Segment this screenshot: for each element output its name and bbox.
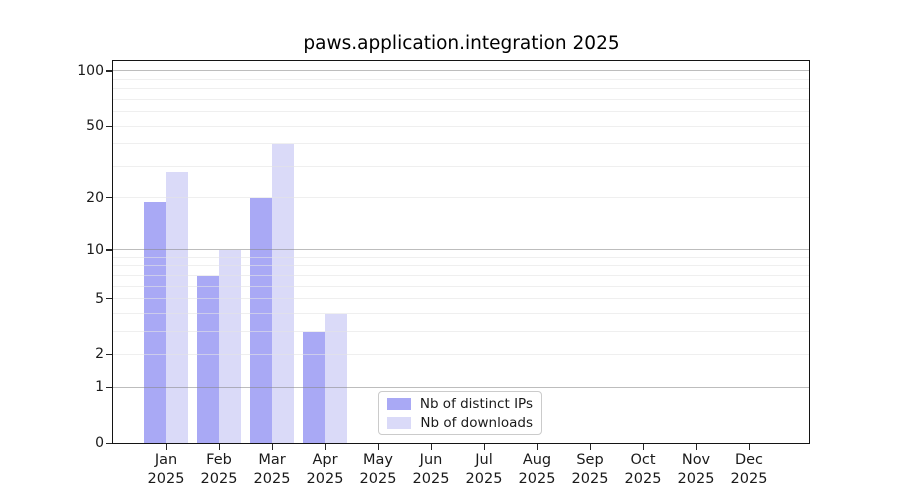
y-tick-mark	[106, 442, 112, 444]
bar-mar-downloads	[271, 144, 294, 443]
legend-entry-distinct-ips: Nb of distinct IPs	[387, 396, 533, 412]
legend-label-distinct-ips: Nb of distinct IPs	[419, 395, 533, 412]
x-tick-label-oct: Oct 2025	[624, 452, 662, 487]
gridline-8	[113, 265, 809, 267]
gridline-20	[113, 197, 809, 199]
x-tick-label-jul: Jul 2025	[465, 452, 503, 487]
gridline-1	[113, 386, 809, 388]
x-tick-mark	[430, 444, 432, 450]
y-tick-label-50: 50	[86, 118, 104, 135]
chart-title: paws.application.integration 2025	[303, 33, 620, 54]
gridline-60	[113, 111, 809, 113]
x-tick-mark	[218, 444, 220, 450]
x-tick-label-jun: Jun 2025	[412, 452, 450, 487]
y-tick-label-0: 0	[95, 435, 104, 451]
bar-feb-distinct-ips	[196, 275, 219, 443]
gridline-50	[113, 125, 809, 127]
gridline-2	[113, 353, 809, 355]
x-tick-label-mar: Mar 2025	[253, 452, 291, 487]
legend-swatch-downloads	[387, 416, 412, 429]
gridline-7	[113, 274, 809, 276]
x-tick-label-apr: Apr 2025	[306, 452, 344, 487]
y-tick-label-100: 100	[77, 62, 104, 79]
gridline-90	[113, 78, 809, 80]
gridline-70	[113, 98, 809, 100]
x-tick-mark	[642, 444, 644, 450]
y-tick-mark	[106, 298, 112, 300]
plot-area	[112, 60, 810, 444]
gridline-80	[113, 88, 809, 90]
gridline-6	[113, 285, 809, 287]
gridline-30	[113, 165, 809, 167]
x-tick-mark	[165, 444, 167, 450]
x-tick-mark	[695, 444, 697, 450]
gridline-9	[113, 256, 809, 258]
y-tick-mark	[106, 386, 112, 388]
legend-entry-downloads: Nb of downloads	[387, 415, 533, 431]
y-tick-label-5: 5	[95, 290, 104, 307]
bar-apr-downloads	[324, 313, 347, 443]
legend-label-downloads: Nb of downloads	[420, 414, 533, 431]
legend-swatch-distinct-ips	[387, 397, 411, 410]
x-tick-mark	[271, 444, 273, 450]
x-tick-mark	[589, 444, 591, 450]
bar-feb-downloads	[218, 250, 241, 443]
bar-jan-downloads	[165, 172, 188, 443]
y-tick-mark	[106, 197, 112, 199]
plot-inner	[113, 61, 809, 443]
y-tick-label-20: 20	[86, 189, 104, 206]
legend: Nb of distinct IPs Nb of downloads	[378, 391, 542, 435]
x-tick-label-sep: Sep 2025	[571, 452, 609, 487]
y-tick-mark	[106, 249, 112, 251]
y-tick-label-2: 2	[95, 346, 104, 363]
x-tick-mark	[483, 444, 485, 450]
x-tick-label-dec: Dec 2025	[730, 452, 768, 487]
y-tick-mark	[106, 353, 112, 356]
x-tick-mark	[377, 444, 379, 450]
x-tick-label-feb: Feb 2025	[200, 452, 238, 487]
x-tick-label-nov: Nov 2025	[677, 452, 715, 487]
gridline-100	[113, 70, 809, 72]
x-tick-label-may: May 2025	[359, 452, 397, 487]
gridline-5	[113, 298, 809, 300]
gridline-10	[113, 249, 809, 251]
gridline-40	[113, 143, 809, 145]
x-tick-mark	[324, 444, 326, 450]
y-tick-mark	[106, 125, 112, 127]
x-tick-label-aug: Aug 2025	[518, 452, 556, 487]
y-tick-label-10: 10	[86, 241, 104, 258]
gridline-4	[113, 312, 809, 314]
x-tick-mark	[748, 444, 750, 450]
gridline-3	[113, 330, 809, 332]
y-tick-label-1: 1	[95, 379, 104, 396]
x-tick-label-jan: Jan 2025	[147, 452, 185, 487]
x-tick-mark	[536, 444, 538, 450]
bar-mar-distinct-ips	[249, 198, 272, 443]
bar-jan-distinct-ips	[143, 202, 166, 443]
y-tick-mark	[106, 70, 112, 72]
